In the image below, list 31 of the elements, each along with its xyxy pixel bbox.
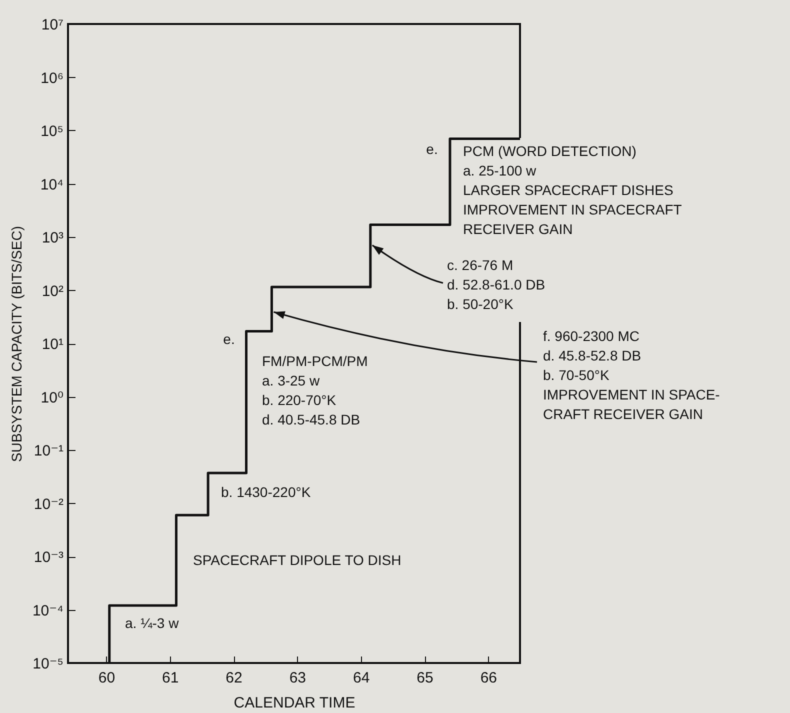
x-tick-label: 62 <box>226 670 242 686</box>
x-axis-title: CALENDAR TIME <box>234 694 356 712</box>
y-tick-label: 10⁻⁴ <box>32 602 64 620</box>
y-tick-label: 10⁷ <box>41 16 64 34</box>
y-tick-label: 10² <box>42 282 64 300</box>
annotation: e. <box>426 141 438 157</box>
x-tick-label: 60 <box>98 670 116 686</box>
y-tick-label: 10⁻² <box>34 496 64 513</box>
y-tick-label: 10⁻³ <box>34 549 64 566</box>
annotation: e. <box>223 331 235 347</box>
y-tick-label: 10⁶ <box>40 70 64 87</box>
annotation: b. 1430-220°K <box>221 484 312 500</box>
y-tick-label: 10⁻¹ <box>34 442 64 460</box>
annotation: FM/PM-PCM/PM a. 3-25 w b. 220-70°K d. 40.5-45.8 DB <box>262 353 368 428</box>
annotation: c. 26-76 M d. 52.8-61.0 DB b. 50-20°K <box>447 257 546 312</box>
x-tick-label: 64 <box>353 670 370 686</box>
y-tick-label: 10⁵ <box>40 123 64 140</box>
y-tick-label: 10³ <box>42 230 64 246</box>
y-tick-label: 10⁰ <box>40 389 64 406</box>
y-tick-label: 10¹ <box>42 336 64 353</box>
annotation: a. ¼-3 w <box>125 615 180 631</box>
y-tick-label: 10⁻⁵ <box>32 656 64 672</box>
annotation: f. 960-2300 MC d. 45.8-52.8 DB b. 70-50°K IMPROVEMENT IN SPACE- CRAFT RECEIVER GAIN <box>543 328 720 422</box>
x-tick-label: 65 <box>416 670 434 686</box>
y-tick-label: 10⁴ <box>40 176 64 194</box>
x-tick-label: 66 <box>480 670 498 686</box>
annotation: PCM (WORD DETECTION) a. 25-100 w LARGER SPACECRAFT DISHES IMPROVEMENT IN SPACECRAFT RECEIVER GAIN <box>463 143 682 237</box>
annotation: SPACECRAFT DIPOLE TO DISH <box>193 552 402 568</box>
x-tick-label: 63 <box>289 670 306 686</box>
x-tick-label: 61 <box>162 670 179 686</box>
y-axis-title: SUBSYSTEM CAPACITY (BITS/SEC) <box>8 226 24 462</box>
